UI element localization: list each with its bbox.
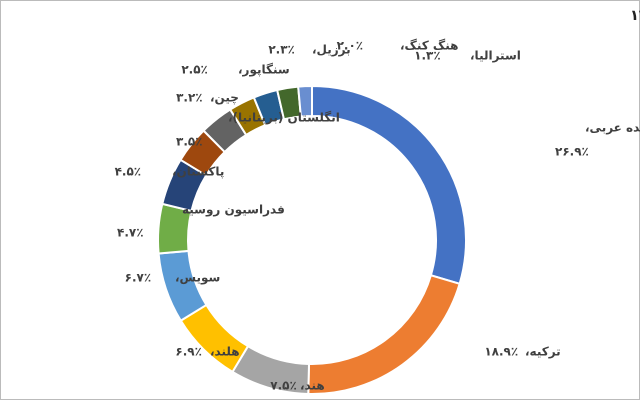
value-label: ۲.۵٪ — [181, 63, 208, 77]
slice-label: سنگاپور، — [238, 63, 290, 78]
slice-label: برزیل، — [312, 43, 351, 57]
slice-label: پاکستان، — [172, 165, 224, 179]
slice-label: ترکیه، — [525, 345, 561, 359]
slice-label: فدراسیون روسیه — [182, 203, 285, 218]
value-label: ۳.۲٪ — [176, 91, 203, 105]
slice-label: استرالیا، — [470, 49, 521, 63]
value-label: ۲.۳٪ — [268, 43, 295, 57]
slice-label: هلند، — [210, 345, 240, 359]
slice-label: هند، — [300, 379, 325, 393]
value-label: ۱.۳٪ — [414, 49, 441, 63]
value-label: ۴.۵٪ — [115, 165, 142, 179]
value-label: ۶.۹٪ — [175, 345, 202, 359]
slice-label: چین، — [210, 91, 239, 105]
value-label: ۲.۰٪ — [337, 39, 364, 53]
slice-label: انگلستان (بریتانیا)، — [228, 111, 340, 125]
value-label: ۷.۵٪ — [270, 379, 297, 393]
value-label: ۳.۵٪ — [176, 135, 203, 149]
value-label: ۱۸.۹٪ — [484, 345, 518, 359]
slice-label: هنگ کنگ، — [400, 39, 458, 53]
chart-title: سهم مبادی اصلی وارداتی محصولات کشاورزی ا… — [630, 8, 640, 24]
value-label: ۶.۷٪ — [125, 271, 152, 285]
slice-label: امارات متحده عربی، — [585, 121, 640, 135]
value-label: ۴.۷٪ — [117, 226, 144, 240]
donut-slice — [297, 84, 313, 118]
slice-label: سویس، — [175, 271, 220, 286]
value-label: ۲۶.۹٪ — [555, 145, 589, 159]
